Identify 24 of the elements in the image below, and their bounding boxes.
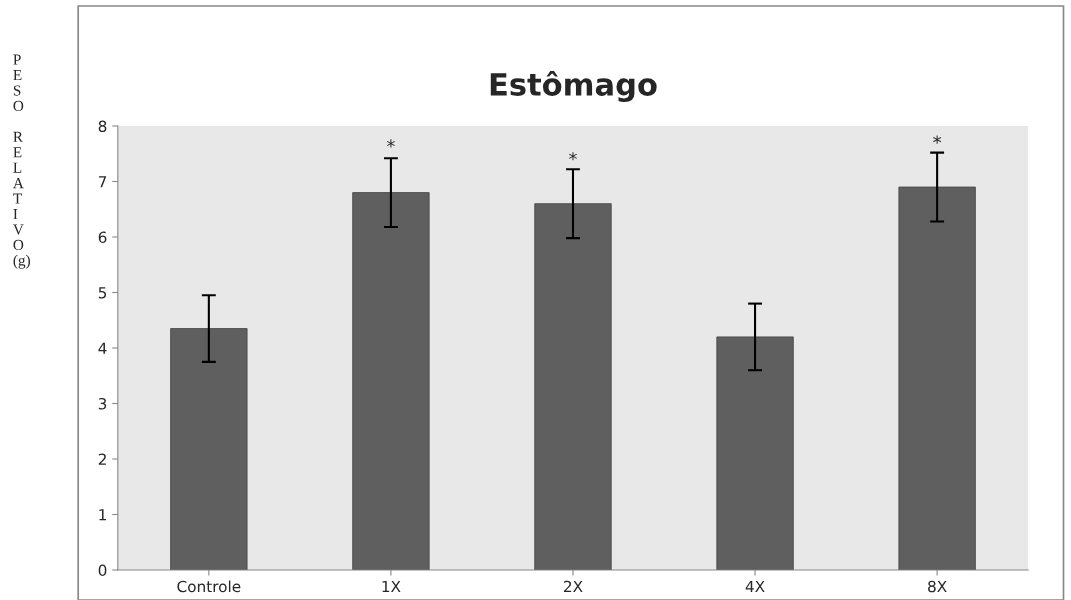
x-tick-label: Controle <box>177 580 241 593</box>
x-tick-label: 2X <box>564 580 583 593</box>
y-tick-label: 7 <box>98 176 107 188</box>
y-tick-label: 1 <box>99 509 106 521</box>
bar <box>716 336 794 570</box>
y-tick-label: 4 <box>98 342 107 354</box>
bar <box>534 203 612 570</box>
y-tick-label: 6 <box>98 231 107 244</box>
bar <box>170 328 248 570</box>
y-tick-label: 5 <box>98 287 107 299</box>
annotation: * <box>933 135 942 144</box>
chart-title: Estômago <box>490 71 657 103</box>
annotation: * <box>386 139 395 148</box>
annotation: * <box>569 152 577 161</box>
x-tick-label: 4X <box>745 580 765 593</box>
x-tick-label: 8X <box>928 580 947 593</box>
y-tick-label: 3 <box>98 397 107 410</box>
bar <box>898 186 976 570</box>
text: P E S O R E L A T I V O (g) <box>13 54 30 269</box>
y-tick-label: 2 <box>98 453 106 465</box>
y-tick-label: 0 <box>98 564 107 577</box>
bar <box>352 192 430 570</box>
x-tick-label: 1X <box>382 580 401 593</box>
y-tick-label: 8 <box>98 120 107 133</box>
